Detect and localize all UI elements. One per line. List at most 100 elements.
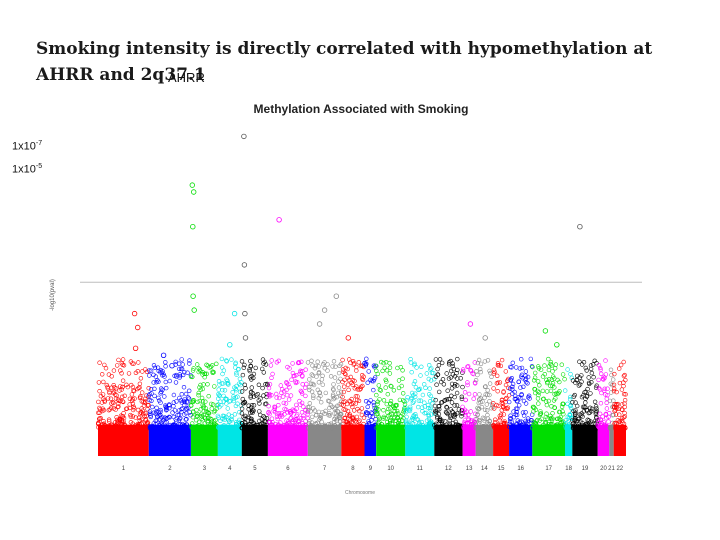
- data-point: [545, 379, 550, 385]
- data-point: [314, 374, 319, 379]
- data-point: [194, 418, 199, 423]
- data-point: [482, 407, 488, 412]
- highlight-points-layer: [131, 133, 583, 369]
- data-point: [322, 366, 327, 371]
- data-point: [221, 423, 227, 428]
- data-point: [510, 387, 515, 392]
- data-point: [262, 426, 267, 431]
- data-point: [491, 386, 496, 391]
- data-point: [239, 425, 245, 431]
- data-point: [609, 372, 614, 378]
- data-point: [282, 422, 287, 428]
- data-point: [286, 397, 292, 402]
- data-point: [204, 362, 209, 367]
- data-point: [419, 364, 424, 369]
- data-point: [274, 411, 280, 416]
- data-point: [538, 367, 544, 372]
- data-point: [99, 422, 104, 428]
- significant-point-chr3: [190, 293, 196, 299]
- data-point: [307, 401, 312, 406]
- data-point: [377, 387, 383, 392]
- chromosome-tick-label: 4: [228, 466, 232, 472]
- data-point: [356, 360, 361, 365]
- data-point: [341, 407, 346, 412]
- data-point: [487, 424, 492, 429]
- data-point: [313, 363, 318, 369]
- data-point: [337, 413, 342, 418]
- data-point: [428, 405, 433, 411]
- data-point: [596, 417, 601, 422]
- data-point: [482, 416, 487, 421]
- data-point: [411, 414, 416, 419]
- data-point: [260, 385, 265, 391]
- data-point: [138, 376, 144, 381]
- data-point: [226, 425, 231, 431]
- significant-point-chr2: [169, 363, 175, 369]
- data-point: [187, 361, 192, 366]
- data-point: [390, 425, 395, 431]
- data-point: [350, 415, 355, 421]
- dense-points-layer: [95, 356, 628, 456]
- data-point: [465, 364, 470, 369]
- data-point: [546, 356, 551, 362]
- data-point: [594, 406, 599, 411]
- data-point: [307, 387, 312, 393]
- data-point: [191, 366, 196, 371]
- data-point: [309, 423, 314, 428]
- data-point: [148, 387, 154, 392]
- data-point: [456, 423, 462, 428]
- data-point: [473, 378, 479, 383]
- data-point: [448, 375, 454, 380]
- data-point: [117, 388, 122, 393]
- data-point: [462, 418, 468, 423]
- data-point: [560, 409, 565, 414]
- data-point: [424, 425, 429, 430]
- data-point: [110, 390, 116, 396]
- data-point: [527, 396, 532, 401]
- data-point: [454, 403, 460, 408]
- data-point: [224, 359, 230, 364]
- data-point: [209, 406, 215, 411]
- data-point: [527, 426, 533, 431]
- data-point: [249, 403, 255, 408]
- data-point: [234, 370, 239, 376]
- data-point: [401, 391, 406, 396]
- data-point: [589, 421, 594, 427]
- data-point: [577, 359, 582, 364]
- data-point: [434, 382, 439, 387]
- data-point: [467, 425, 472, 430]
- data-point: [433, 374, 439, 379]
- data-point: [392, 415, 397, 420]
- data-point: [114, 426, 120, 431]
- data-point: [341, 369, 346, 375]
- data-point: [416, 387, 422, 392]
- data-point: [360, 377, 366, 383]
- data-point: [383, 360, 389, 365]
- data-point: [370, 414, 375, 419]
- data-point: [559, 404, 565, 409]
- data-point: [375, 401, 380, 407]
- data-point: [137, 385, 142, 390]
- data-point: [611, 386, 617, 392]
- data-point: [607, 424, 613, 430]
- data-point: [357, 387, 362, 392]
- data-point: [311, 393, 316, 398]
- data-point: [177, 408, 182, 413]
- data-point: [162, 394, 167, 399]
- data-point: [602, 386, 607, 391]
- chromosome-block-20: [597, 424, 610, 456]
- data-point: [368, 398, 373, 403]
- data-point: [432, 423, 437, 428]
- data-point: [580, 404, 586, 410]
- data-point: [149, 424, 155, 430]
- data-point: [180, 362, 185, 367]
- data-point: [187, 358, 192, 363]
- data-point: [462, 425, 467, 430]
- data-point: [587, 425, 593, 430]
- data-point: [316, 380, 322, 385]
- data-point: [545, 426, 550, 431]
- data-point: [570, 400, 575, 405]
- data-point: [239, 406, 245, 411]
- data-point: [284, 425, 290, 430]
- data-point: [339, 402, 344, 407]
